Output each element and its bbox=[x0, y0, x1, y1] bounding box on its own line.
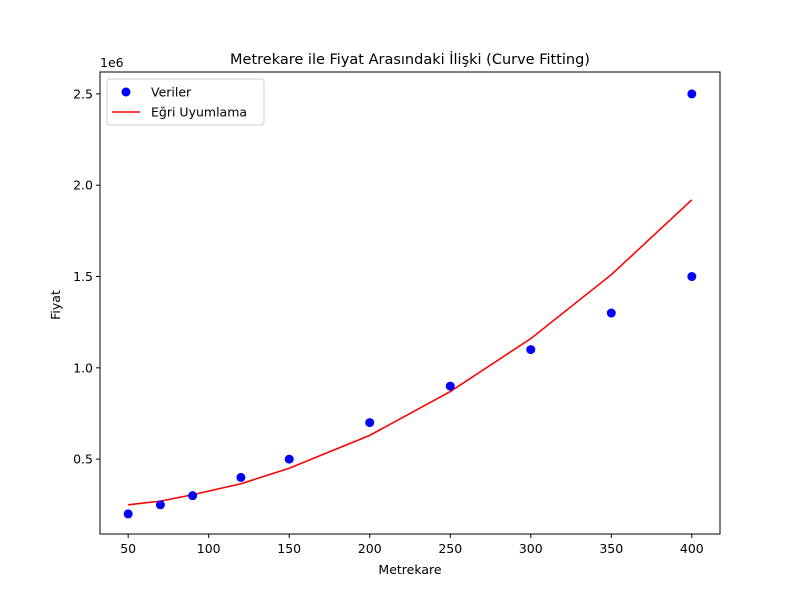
chart-title: Metrekare ile Fiyat Arasındaki İlişki (C… bbox=[230, 50, 590, 68]
axis-ticks: 50 100 150 200 250 300 350 400 0.5 1.0 1.5 2.0 2.5 bbox=[73, 86, 704, 556]
legend-label-scatter: Veriler bbox=[151, 85, 192, 100]
x-axis-label: Metrekare bbox=[378, 562, 441, 577]
data-point bbox=[123, 509, 133, 519]
x-tick-label: 200 bbox=[358, 541, 382, 556]
data-point bbox=[687, 89, 697, 99]
legend: Veriler Eğri Uyumlama bbox=[106, 78, 265, 126]
x-tick-label: 250 bbox=[438, 541, 462, 556]
fit-curve-line bbox=[128, 199, 693, 506]
y-tick-label: 0.5 bbox=[73, 452, 93, 467]
data-point bbox=[155, 500, 165, 510]
legend-label-line: Eğri Uyumlama bbox=[151, 105, 247, 120]
data-point bbox=[687, 272, 697, 282]
y-tick-label: 2.0 bbox=[73, 178, 93, 193]
x-tick-label: 350 bbox=[599, 541, 623, 556]
y-tick-label: 2.5 bbox=[73, 86, 93, 101]
data-point bbox=[606, 308, 616, 318]
data-point bbox=[526, 345, 536, 355]
data-point bbox=[445, 381, 455, 391]
x-tick-label: 50 bbox=[120, 541, 136, 556]
y-axis-label: Fiyat bbox=[48, 290, 63, 320]
x-tick-label: 400 bbox=[680, 541, 704, 556]
data-point bbox=[284, 454, 294, 464]
x-tick-label: 300 bbox=[519, 541, 543, 556]
plot-marks bbox=[123, 89, 697, 519]
plot-frame bbox=[99, 71, 721, 535]
legend-marker-scatter bbox=[121, 87, 131, 97]
x-tick-label: 100 bbox=[197, 541, 221, 556]
y-tick-label: 1.5 bbox=[73, 269, 93, 284]
data-point bbox=[236, 472, 246, 482]
data-point bbox=[365, 418, 375, 428]
x-tick-label: 150 bbox=[277, 541, 301, 556]
legend-box bbox=[106, 78, 265, 126]
data-point bbox=[188, 491, 198, 501]
y-tick-label: 1.0 bbox=[73, 360, 93, 375]
y-axis-offset-label: 1e6 bbox=[100, 55, 124, 70]
